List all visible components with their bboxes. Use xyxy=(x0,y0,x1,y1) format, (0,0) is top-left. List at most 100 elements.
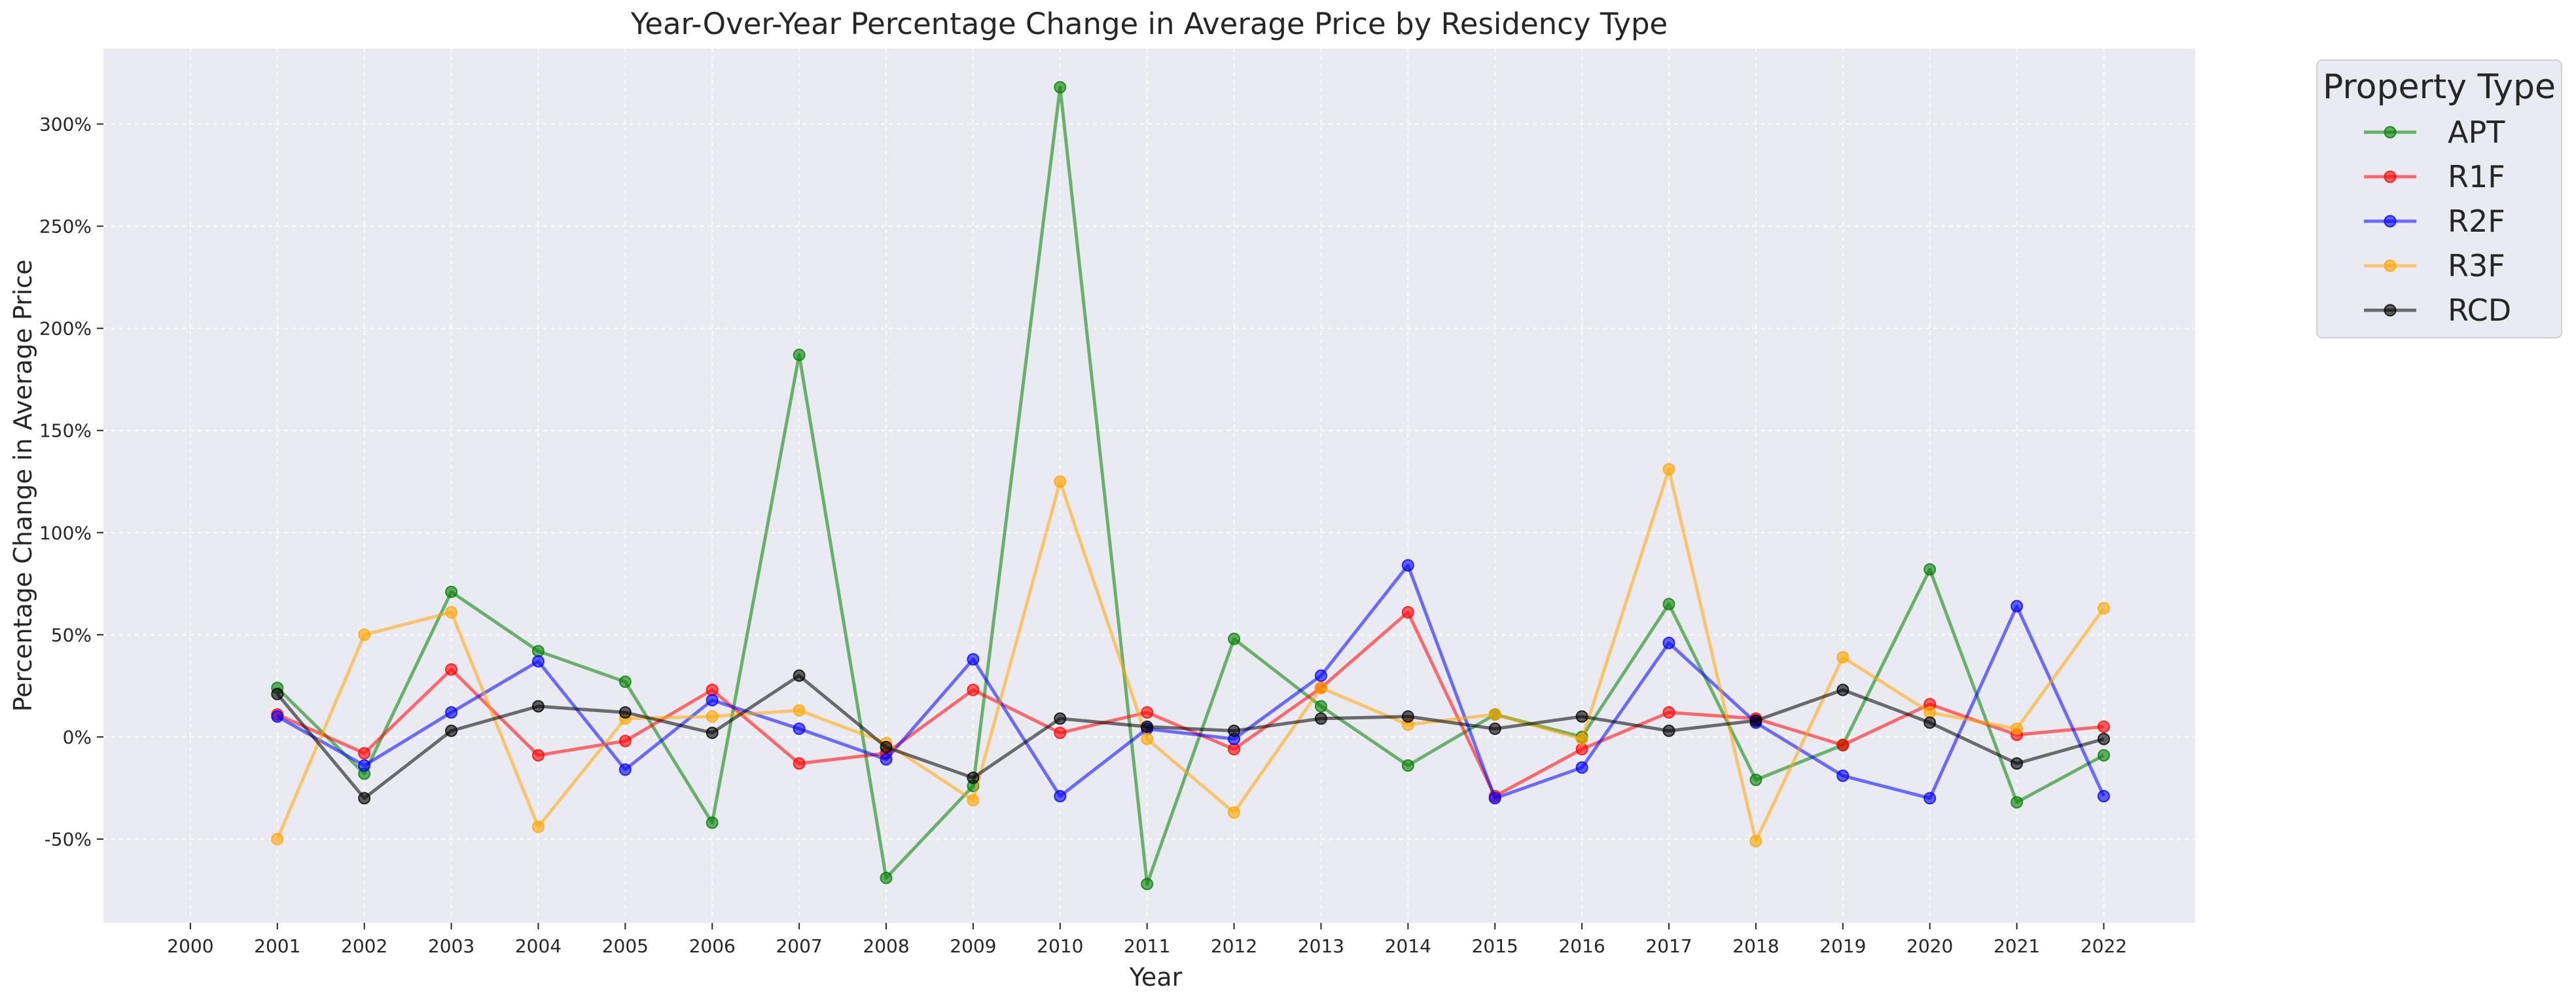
data-point xyxy=(1662,725,1675,738)
data-point xyxy=(1575,761,1588,774)
data-point xyxy=(706,726,719,740)
data-point xyxy=(967,683,980,696)
x-tick-label: 2000 xyxy=(167,935,213,957)
data-point xyxy=(1141,878,1154,891)
legend-item-r2f: R2F xyxy=(2364,204,2505,239)
legend-label: APT xyxy=(2448,115,2505,150)
x-tick-label: 2019 xyxy=(1819,935,1866,957)
data-point xyxy=(1054,726,1067,740)
series-line-r3f xyxy=(276,467,2105,843)
legend-swatch-marker xyxy=(2384,170,2397,183)
data-point xyxy=(358,759,371,772)
x-tick-label: 2021 xyxy=(1994,935,2040,957)
x-tick-label: 2009 xyxy=(950,935,996,957)
data-point xyxy=(1314,712,1327,725)
data-point xyxy=(445,663,458,676)
data-point xyxy=(1662,598,1675,611)
data-point xyxy=(445,585,458,598)
data-point xyxy=(880,871,893,884)
y-tick-label: 250% xyxy=(39,216,92,238)
y-tick-label: 0% xyxy=(63,726,92,748)
plot-area xyxy=(103,48,2195,923)
x-tick-label: 2011 xyxy=(1124,935,1170,957)
data-point xyxy=(880,741,893,754)
data-point xyxy=(1228,725,1241,738)
data-point xyxy=(1575,732,1588,745)
data-point xyxy=(271,687,284,700)
data-point xyxy=(531,654,545,668)
data-point xyxy=(531,645,545,658)
x-tick-label: 2002 xyxy=(341,935,387,957)
data-point xyxy=(1141,706,1154,719)
x-tick-label: 2012 xyxy=(1211,935,1257,957)
data-point xyxy=(1401,710,1414,723)
data-point xyxy=(1401,559,1414,572)
legend-label: R2F xyxy=(2448,204,2505,239)
legend-box xyxy=(2316,60,2562,338)
x-tick-label: 2007 xyxy=(776,935,822,957)
legend-swatch-marker xyxy=(2384,304,2397,317)
data-point xyxy=(793,704,806,717)
data-point xyxy=(2097,720,2110,733)
data-point xyxy=(618,706,632,719)
legend-label: R3F xyxy=(2448,248,2505,283)
data-point xyxy=(445,706,458,719)
data-point xyxy=(793,669,806,682)
data-point xyxy=(1749,834,1762,848)
x-tick-label: 2017 xyxy=(1645,935,1692,957)
x-tick-label: 2006 xyxy=(689,935,736,957)
data-point xyxy=(1141,732,1154,745)
x-tick-label: 2016 xyxy=(1558,935,1605,957)
legend-swatch-marker xyxy=(2384,259,2397,272)
data-point xyxy=(618,734,632,747)
data-point xyxy=(358,792,371,805)
data-point xyxy=(1749,773,1762,786)
data-point xyxy=(2011,757,2024,770)
data-point xyxy=(2011,600,2024,613)
data-point xyxy=(358,628,371,641)
data-point xyxy=(1054,81,1067,94)
legend-item-r3f: R3F xyxy=(2364,248,2505,283)
data-point xyxy=(967,794,980,807)
data-point xyxy=(967,653,980,666)
data-point xyxy=(1923,792,1937,805)
x-tick-label: 2001 xyxy=(254,935,300,957)
data-point xyxy=(1923,716,1937,729)
data-point xyxy=(1054,475,1067,488)
legend-items: APT R1F R2F R3F RCD xyxy=(2364,115,2511,328)
legend-label: R1F xyxy=(2448,159,2505,194)
data-point xyxy=(1401,759,1414,772)
data-point xyxy=(1488,722,1501,735)
legend-item-rcd: RCD xyxy=(2364,293,2511,328)
y-tick-label: 50% xyxy=(51,624,92,646)
legend-label: RCD xyxy=(2448,293,2511,328)
data-point xyxy=(793,348,806,361)
data-point xyxy=(1662,463,1675,476)
x-tick-label: 2020 xyxy=(1906,935,1953,957)
data-point xyxy=(1662,706,1675,719)
data-point xyxy=(2097,789,2110,802)
x-axis-ticks: 2000 2001 2002 2003 2004 2005 2006 2007 2008 2009… xyxy=(167,923,2127,957)
data-point xyxy=(2097,601,2110,615)
data-point xyxy=(358,747,371,760)
y-axis-ticks: -50% 0% 50% 100% 150% 200% 250% 300% xyxy=(39,113,103,850)
x-axis-label: Year xyxy=(1129,963,1183,992)
data-point xyxy=(1836,683,1850,696)
data-point xyxy=(1749,714,1762,727)
data-point xyxy=(1923,706,1937,719)
data-point xyxy=(1836,769,1850,782)
data-point xyxy=(445,606,458,619)
data-point xyxy=(1228,632,1241,645)
y-axis-label: Percentage Change in Average Price xyxy=(9,260,37,712)
x-tick-label: 2008 xyxy=(863,935,909,957)
data-point xyxy=(1054,712,1067,725)
data-point xyxy=(1054,789,1067,802)
y-tick-label: -50% xyxy=(45,829,92,850)
series-rcd xyxy=(271,669,2110,805)
legend-item-apt: APT xyxy=(2364,115,2505,150)
data-point xyxy=(2011,796,2024,809)
x-tick-label: 2004 xyxy=(515,935,562,957)
data-point xyxy=(618,675,632,689)
data-point xyxy=(271,833,284,846)
